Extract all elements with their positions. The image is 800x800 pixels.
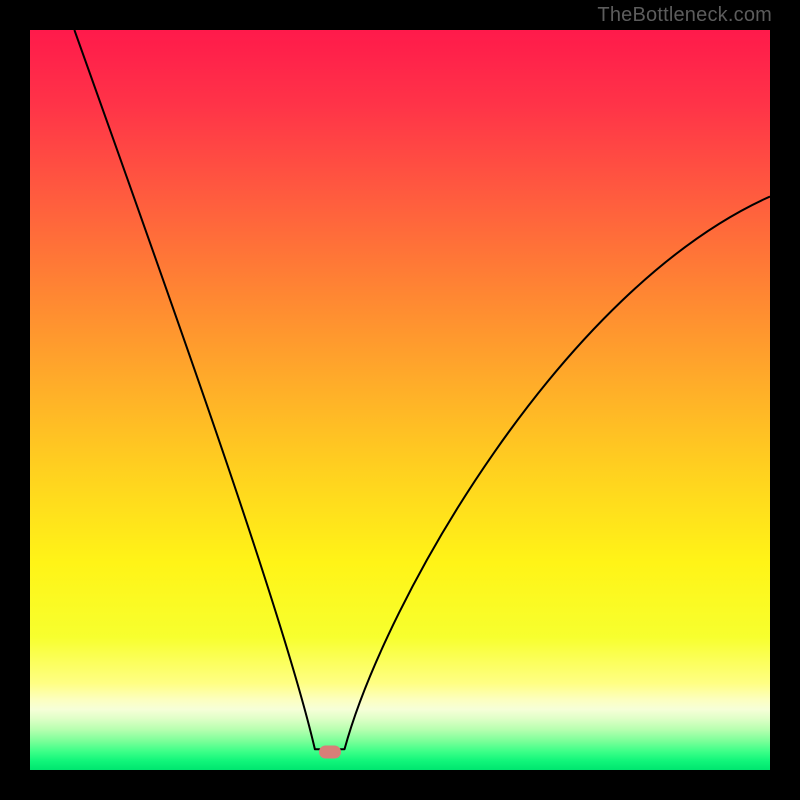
frame-bottom <box>0 770 800 800</box>
frame-left <box>0 0 30 800</box>
frame-right <box>770 0 800 800</box>
bottleneck-curve <box>30 30 770 770</box>
plot-area <box>30 30 770 770</box>
optimum-marker <box>319 746 341 759</box>
watermark-text: TheBottleneck.com <box>597 4 772 27</box>
